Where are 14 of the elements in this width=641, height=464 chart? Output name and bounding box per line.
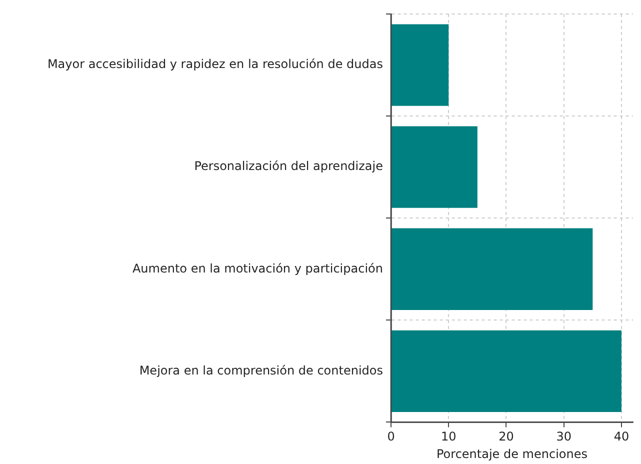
y-tick-label: Mejora en la comprensión de contenidos bbox=[139, 363, 383, 378]
x-tick-label: 0 bbox=[387, 430, 395, 444]
y-tick-label: Aumento en la motivación y participación bbox=[132, 261, 383, 276]
x-tick-label: 10 bbox=[440, 430, 456, 444]
x-tick-label: 40 bbox=[614, 430, 630, 444]
x-tick-label: 20 bbox=[498, 430, 514, 444]
x-tick-label: 30 bbox=[556, 430, 572, 444]
bar bbox=[392, 24, 449, 106]
x-axis-title: Porcentaje de menciones bbox=[436, 446, 588, 461]
bar bbox=[392, 228, 593, 310]
y-tick-label: Personalización del aprendizaje bbox=[194, 159, 383, 174]
y-tick-label: Mayor accesibilidad y rapidez en la resolución de dudas bbox=[47, 57, 383, 72]
bar bbox=[392, 126, 478, 208]
bar bbox=[392, 330, 622, 412]
